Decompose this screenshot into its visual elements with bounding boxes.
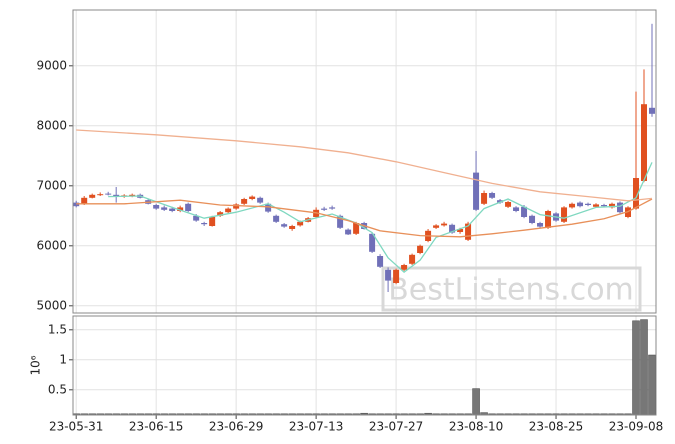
candle-body — [393, 269, 400, 283]
candle-body — [537, 223, 544, 227]
candle-body — [641, 104, 648, 181]
candle-body — [377, 256, 384, 267]
candle-body — [169, 208, 176, 211]
candle-body — [233, 204, 240, 209]
candle-body — [593, 204, 600, 207]
x-tick-label: 23-06-15 — [129, 420, 183, 434]
candle-body — [265, 203, 272, 212]
candle-body — [609, 203, 616, 208]
x-tick-label: 23-06-29 — [209, 420, 263, 434]
candle-body — [353, 223, 360, 234]
volume-bar — [480, 412, 488, 415]
y-tick-label: 1 — [59, 352, 67, 366]
candle-body — [633, 178, 640, 209]
watermark-box — [381, 266, 642, 312]
panel-frame — [72, 315, 657, 416]
y-tick-label: 7000 — [36, 178, 67, 192]
candle-body — [201, 223, 208, 225]
candle-body — [273, 215, 280, 222]
candle-body — [513, 207, 520, 211]
candle-body — [385, 269, 392, 281]
candle-body — [153, 205, 160, 209]
candle-body — [505, 202, 512, 207]
y-tick-label: 0.5 — [48, 382, 67, 396]
volume-bar — [632, 320, 640, 415]
panel-frame — [72, 9, 657, 314]
candle-body — [321, 208, 328, 210]
candle-body — [649, 107, 656, 114]
candle-body — [441, 223, 448, 226]
candle-body — [249, 196, 256, 199]
candle-body — [449, 224, 456, 233]
candle-body — [529, 215, 536, 223]
candle-body — [129, 194, 136, 196]
x-tick-label: 23-08-25 — [529, 420, 583, 434]
candle-body — [217, 212, 224, 216]
candle-body — [105, 193, 112, 195]
volume-bar — [472, 388, 480, 415]
candle-body — [521, 206, 528, 217]
moving-average — [76, 129, 653, 202]
candle-body — [225, 208, 232, 213]
candle-body — [209, 217, 216, 226]
y-tick-label: 9000 — [36, 58, 67, 72]
candle-body — [113, 194, 120, 196]
plot — [73, 319, 656, 415]
candle-body — [489, 193, 496, 198]
candle-body — [329, 207, 336, 209]
candle-body — [241, 199, 248, 204]
candle-body — [569, 203, 576, 208]
candle-body — [337, 215, 344, 228]
candle-body — [601, 205, 608, 207]
candle-body — [81, 197, 88, 204]
candle-body — [161, 207, 168, 210]
moving-average — [76, 198, 653, 238]
watermark: BestListens.com — [388, 273, 634, 308]
candle-body — [297, 221, 304, 226]
candle-body — [457, 229, 464, 232]
volume-bar — [640, 319, 648, 415]
candle-body — [545, 211, 552, 228]
x-tick-label: 23-07-13 — [289, 420, 343, 434]
candle-body — [577, 202, 584, 207]
x-tick-label: 23-05-31 — [49, 420, 103, 434]
candle-body — [473, 172, 480, 210]
candle-body — [345, 229, 352, 235]
y-tick-label: 6000 — [36, 238, 67, 252]
candle-body — [177, 207, 184, 211]
candle-body — [481, 193, 488, 204]
moving-average — [108, 162, 653, 274]
x-tick-label: 23-08-10 — [449, 420, 503, 434]
candle-body — [289, 226, 296, 229]
candle-body — [465, 223, 472, 240]
volume-bar — [360, 412, 368, 415]
y-axis-label: 10⁶ — [29, 355, 43, 375]
candle-body — [193, 215, 200, 221]
candle-body — [89, 194, 96, 198]
candle-body — [401, 265, 408, 270]
plot: BestListens.com — [73, 23, 656, 312]
candle-body — [417, 245, 424, 253]
y-tick-label: 5000 — [36, 298, 67, 312]
candle-body — [369, 233, 376, 252]
volume-bar — [424, 412, 432, 415]
candle-body — [561, 207, 568, 222]
candle-body — [433, 225, 440, 228]
candle-body — [585, 203, 592, 205]
candle-body — [185, 203, 192, 211]
candle-body — [409, 254, 416, 264]
candle-body — [281, 224, 288, 227]
y-tick-label: 8000 — [36, 118, 67, 132]
candle-body — [257, 197, 264, 203]
x-tick-label: 23-07-27 — [369, 420, 423, 434]
candle-body — [497, 200, 504, 203]
volume-bar — [648, 354, 656, 415]
x-tick-label: 23-09-08 — [609, 420, 663, 434]
y-tick-label: 1.5 — [48, 322, 67, 336]
candle-body — [617, 202, 624, 213]
candle-body — [97, 194, 104, 196]
